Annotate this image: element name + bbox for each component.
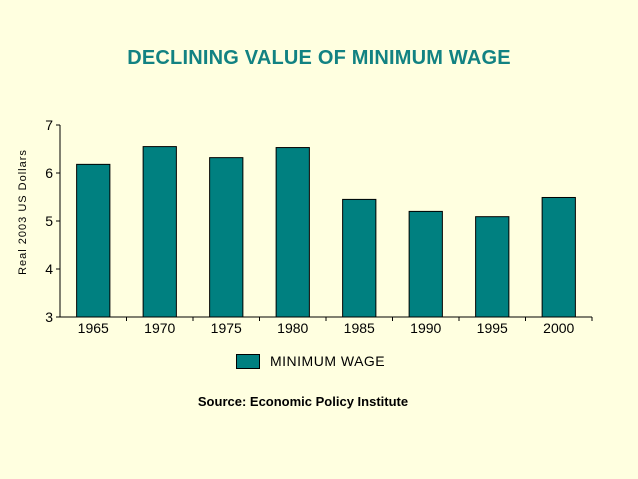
bar — [275, 147, 310, 318]
legend-label: MINIMUM WAGE — [270, 353, 386, 369]
bar — [342, 198, 377, 318]
x-tick-label: 1965 — [78, 320, 109, 336]
x-tick-label: 1970 — [144, 320, 175, 336]
bar — [475, 216, 510, 318]
x-tick-label: 1985 — [344, 320, 375, 336]
y-tick-label: 4 — [45, 261, 53, 277]
legend-swatch — [236, 353, 260, 369]
legend: MINIMUM WAGE — [236, 353, 385, 369]
x-tick-label: 1990 — [410, 320, 441, 336]
bar — [76, 163, 111, 318]
bar — [541, 196, 576, 318]
bar — [408, 210, 443, 318]
bar — [142, 146, 177, 318]
x-tick-label: 1975 — [211, 320, 242, 336]
bar — [209, 157, 244, 318]
x-tick-label: 2000 — [543, 320, 574, 336]
x-tick-label: 1995 — [477, 320, 508, 336]
y-tick-label: 7 — [45, 117, 53, 133]
chart-title: DECLINING VALUE OF MINIMUM WAGE — [127, 47, 511, 69]
y-tick-label: 3 — [45, 309, 53, 325]
source-note: Source: Economic Policy Institute — [197, 394, 409, 409]
x-tick-label: 1980 — [277, 320, 308, 336]
y-tick-label: 5 — [45, 213, 53, 229]
y-tick-label: 6 — [45, 165, 53, 181]
